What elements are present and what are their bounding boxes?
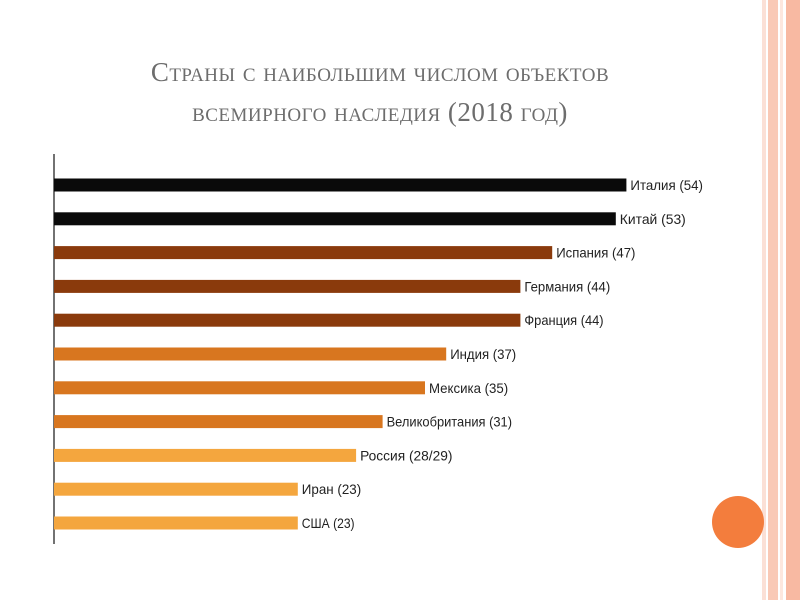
bar-1 bbox=[54, 178, 627, 192]
decorative-stripe bbox=[780, 0, 783, 600]
bar-chart: Италия (54) Китай (53) Испания (47) Германи… bbox=[53, 154, 703, 544]
bar-label-1: Италия (54) bbox=[630, 177, 703, 193]
bar-label-5: Франция (44) bbox=[524, 312, 603, 328]
bar-11 bbox=[54, 516, 298, 530]
slide-title: Страны с наибольшим числом объектов всем… bbox=[60, 52, 700, 132]
bar-5 bbox=[54, 313, 521, 327]
title-line-2: всемирного наследия (2018 год) bbox=[192, 97, 568, 127]
bar-7 bbox=[54, 381, 425, 395]
bars-group: Италия (54) Китай (53) Испания (47) Германи… bbox=[54, 177, 703, 531]
title-line-1: Страны с наибольшим числом объектов bbox=[150, 57, 610, 87]
bar-label-8: Великобритания (31) bbox=[387, 414, 512, 430]
decorative-stripe bbox=[762, 0, 766, 600]
bar-2 bbox=[54, 212, 616, 226]
bar-label-10: Иран (23) bbox=[302, 481, 361, 497]
bar-label-4: Германия (44) bbox=[524, 278, 610, 294]
bar-9 bbox=[54, 448, 357, 462]
bar-label-11: США (23) bbox=[302, 515, 355, 531]
bar-label-2: Китай (53) bbox=[620, 211, 686, 227]
bar-3 bbox=[54, 246, 553, 260]
bar-label-6: Индия (37) bbox=[450, 346, 516, 362]
bar-label-3: Испания (47) bbox=[556, 245, 635, 261]
decorative-stripe bbox=[786, 0, 800, 600]
bar-6 bbox=[54, 347, 447, 361]
bar-label-9: Россия (28/29) bbox=[360, 447, 452, 463]
bar-label-7: Мексика (35) bbox=[429, 380, 508, 396]
bar-8 bbox=[54, 415, 383, 429]
bar-4 bbox=[54, 279, 521, 293]
decorative-circle bbox=[712, 496, 764, 548]
decorative-stripe bbox=[768, 0, 778, 600]
bar-10 bbox=[54, 482, 298, 496]
